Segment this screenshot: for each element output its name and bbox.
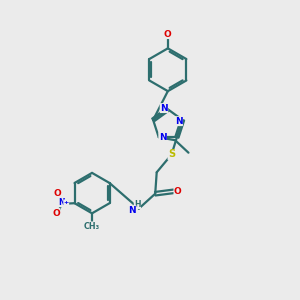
Text: N: N — [159, 133, 167, 142]
Text: O: O — [164, 30, 172, 39]
Text: CH₃: CH₃ — [84, 222, 100, 231]
Text: +: + — [64, 200, 69, 205]
Text: N: N — [58, 198, 65, 207]
Text: N: N — [175, 117, 182, 126]
Text: O: O — [54, 189, 61, 198]
Text: O: O — [174, 187, 182, 196]
Text: S: S — [168, 149, 175, 160]
Text: N: N — [128, 206, 136, 215]
Text: N: N — [160, 103, 168, 112]
Text: H: H — [134, 200, 141, 208]
Text: O: O — [52, 208, 60, 217]
